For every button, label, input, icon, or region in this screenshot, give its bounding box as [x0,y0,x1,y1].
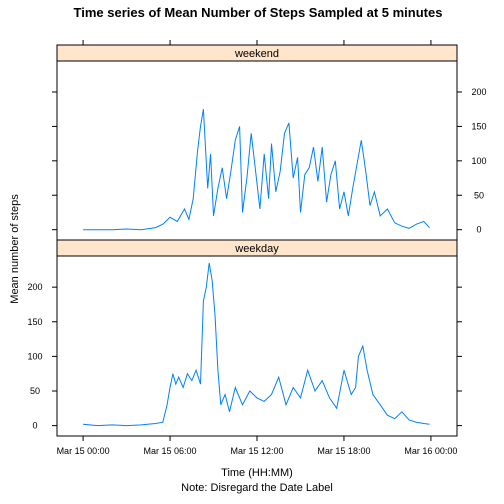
y-axis-title: Mean number of steps [9,194,21,304]
y-tick-label-weekday-2: 100 [27,351,42,361]
y-tick-label-weekend-0: 0 [476,225,481,235]
y-tick-label-weekend-4: 200 [471,87,486,97]
y-tick-label-weekend-3: 150 [471,121,486,131]
y-tick-label-weekday-3: 150 [27,317,42,327]
y-tick-label-weekend-1: 50 [474,190,484,200]
panel-weekend: weekend 0 50 100 150 200 [52,44,487,241]
x-tick-label-0: Mar 15 00:00 [57,446,110,456]
y-tick-label-weekday-1: 50 [30,386,40,396]
panel-weekday: weekday 0 50 100 150 200 [27,239,462,437]
x-axis-title: Time (HH:MM) [221,467,293,479]
x-axis-note: Note: Disregard the Date Label [181,482,333,494]
series-line-weekday [83,262,430,427]
x-tick-label-1: Mar 15 06:00 [144,446,197,456]
y-axis-weekday: 0 50 100 150 200 [27,282,462,431]
y-axis-weekend: 0 50 100 150 200 [52,87,487,235]
plot-frame-weekday [56,255,458,437]
y-tick-label-weekday-0: 0 [32,421,37,431]
x-axis: Mar 15 00:00 Mar 15 06:00 Mar 15 12:00 Mar … [57,40,457,456]
chart-title: Time series of Mean Number of Steps Samp… [74,5,443,20]
strip-label-weekend: weekend [234,48,279,60]
x-tick-label-3: Mar 15 18:00 [317,446,370,456]
strip-label-weekday: weekday [234,243,279,255]
x-tick-label-2: Mar 15 12:00 [230,446,283,456]
plot-frame-weekend [56,60,458,241]
y-tick-label-weekend-2: 100 [471,156,486,166]
series-line-weekend [83,109,430,231]
x-tick-label-4: Mar 16 00:00 [404,446,457,456]
y-tick-label-weekday-4: 200 [27,282,42,292]
